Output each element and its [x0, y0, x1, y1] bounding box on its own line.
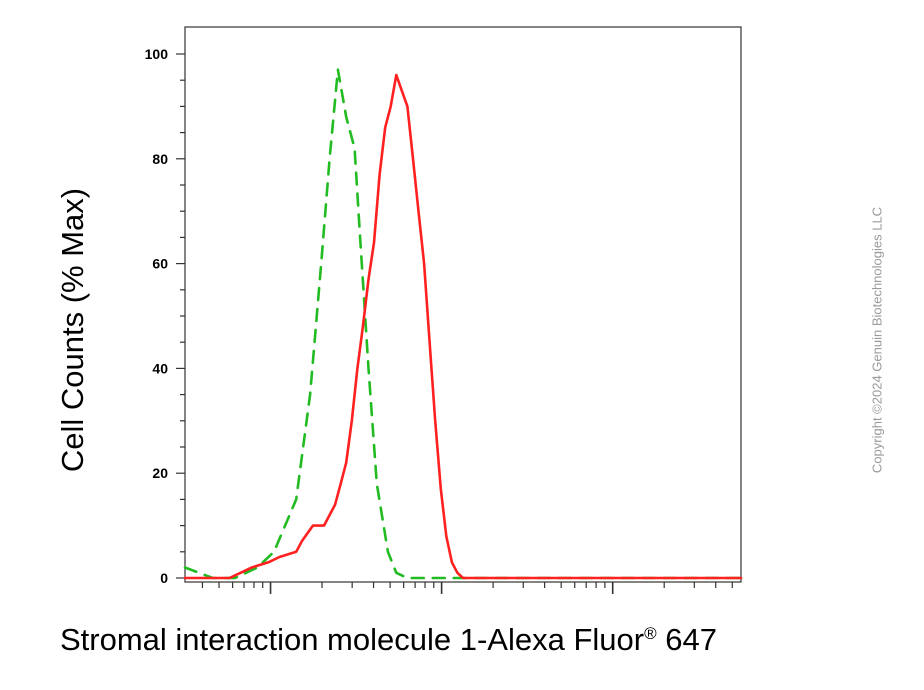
x-axis-label-tail: 647 — [656, 622, 717, 657]
y-axis-label: Cell Counts (% Max) — [55, 187, 90, 473]
copyright-watermark: Copyright ©2024 Genuin Biotechnologies L… — [869, 206, 885, 474]
control-histogram-line — [183, 68, 743, 580]
series-layer — [183, 68, 743, 580]
y-tick-label: 40 — [152, 360, 168, 376]
registered-mark: ® — [644, 624, 657, 643]
plot-frame — [184, 26, 742, 583]
y-tick-label: 80 — [152, 151, 168, 167]
sample-histogram-line — [183, 73, 743, 580]
y-tick-label: 60 — [152, 256, 168, 272]
x-axis-label-main: Stromal interaction molecule 1-Alexa Flu… — [60, 622, 645, 657]
y-tick-label: 0 — [160, 570, 168, 586]
x-axis-label: Stromal interaction molecule 1-Alexa Flu… — [60, 622, 717, 658]
x-axis-ticks — [201, 582, 733, 594]
y-axis-ticks: 0 20 40 60 80 100 — [145, 46, 185, 586]
y-tick-label: 100 — [145, 46, 169, 62]
y-tick-label: 20 — [152, 465, 168, 481]
